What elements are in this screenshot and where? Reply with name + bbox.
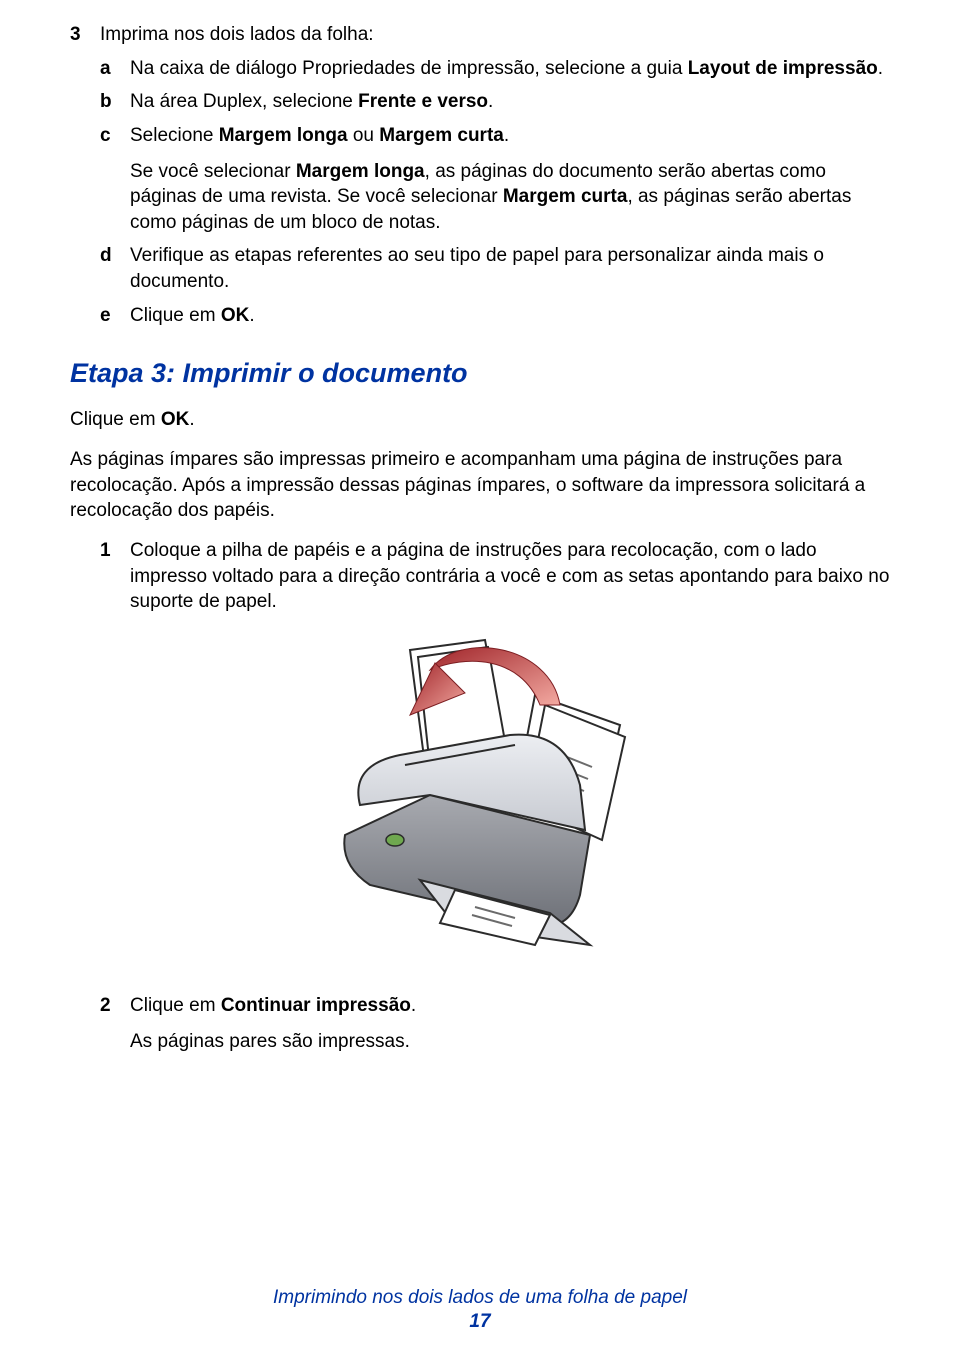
etapa3-p1-bold: OK [161, 409, 190, 430]
etapa3-p2: As páginas ímpares são impressas primeir… [70, 447, 890, 524]
step-3a-marker: a [100, 56, 130, 82]
step-3c-l1-prefix: Selecione [130, 125, 219, 146]
etapa3-item1-marker: 1 [100, 538, 130, 564]
step-3c-text: Selecione Margem longa ou Margem curta. … [130, 123, 890, 236]
step-3c-l1-mid: ou [348, 125, 380, 146]
etapa3-item1-text: Coloque a pilha de papéis e a página de … [130, 538, 890, 615]
step-3-marker: 3 [70, 22, 100, 48]
step-3c-marker: c [100, 123, 130, 149]
step-3c: c Selecione Margem longa ou Margem curta… [100, 123, 890, 236]
step-3-sublist: a Na caixa de diálogo Propriedades de im… [70, 56, 890, 329]
step-3b-bold: Frente e verso [358, 91, 488, 112]
etapa3-p1: Clique em OK. [70, 407, 890, 433]
step-3b-marker: b [100, 89, 130, 115]
step-3b-suffix: . [488, 91, 493, 112]
step-3b-prefix: Na área Duplex, selecione [130, 91, 358, 112]
page-footer: Imprimindo nos dois lados de uma folha d… [0, 1287, 960, 1333]
footer-page-number: 17 [0, 1311, 960, 1333]
step-3c-line1: Selecione Margem longa ou Margem curta. [130, 123, 890, 149]
step-3c-l1-bold2: Margem curta [379, 125, 504, 146]
step-3-text: Imprima nos dois lados da folha: [100, 22, 890, 48]
step-3e-marker: e [100, 303, 130, 329]
etapa3-p1-suffix: . [189, 409, 194, 430]
etapa3-item2: 2 Clique em Continuar impressão. As pági… [70, 993, 890, 1054]
step-3e-prefix: Clique em [130, 305, 221, 326]
step-3d: d Verifique as etapas referentes ao seu … [100, 243, 890, 294]
step-3a-prefix: Na caixa de diálogo Propriedades de impr… [130, 58, 688, 79]
etapa3-item2-l1-bold: Continuar impressão [221, 995, 411, 1016]
step-3c-para2: Se você selecionar Margem longa, as pági… [130, 159, 890, 236]
step-3a: a Na caixa de diálogo Propriedades de im… [100, 56, 890, 82]
step-3d-marker: d [100, 243, 130, 269]
etapa3-item1: 1 Coloque a pilha de papéis e a página d… [70, 538, 890, 615]
step-3a-text: Na caixa de diálogo Propriedades de impr… [130, 56, 890, 82]
step-3e-suffix: . [249, 305, 254, 326]
step-3e-text: Clique em OK. [130, 303, 890, 329]
document-page: 3 Imprima nos dois lados da folha: a Na … [0, 0, 960, 1361]
step-3c-l1-suffix: . [504, 125, 509, 146]
step-3c-l1-bold1: Margem longa [219, 125, 348, 146]
step-3a-bold: Layout de impressão [688, 58, 878, 79]
printer-illustration [70, 635, 890, 965]
footer-title: Imprimindo nos dois lados de uma folha d… [0, 1287, 960, 1309]
etapa3-item2-body: Clique em Continuar impressão. As página… [130, 993, 890, 1054]
step-3b: b Na área Duplex, selecione Frente e ver… [100, 89, 890, 115]
etapa3-heading: Etapa 3: Imprimir o documento [70, 358, 890, 389]
step-3: 3 Imprima nos dois lados da folha: [70, 22, 890, 48]
step-3b-text: Na área Duplex, selecione Frente e verso… [130, 89, 890, 115]
etapa3-p1-prefix: Clique em [70, 409, 161, 430]
printer-svg [290, 635, 670, 965]
step-3e: e Clique em OK. [100, 303, 890, 329]
etapa3-item2-marker: 2 [100, 993, 130, 1019]
step-3a-suffix: . [878, 58, 883, 79]
etapa3-item2-l1-prefix: Clique em [130, 995, 221, 1016]
etapa3-item2-l1-suffix: . [411, 995, 416, 1016]
step-3c-p2-prefix: Se você selecionar [130, 161, 296, 182]
step-3c-p2-bold2: Margem curta [503, 186, 628, 207]
etapa3-item2-line2: As páginas pares são impressas. [130, 1029, 890, 1055]
etapa3-item2-line1: Clique em Continuar impressão. [130, 993, 890, 1019]
step-3d-text: Verifique as etapas referentes ao seu ti… [130, 243, 890, 294]
step-3c-p2-bold1: Margem longa [296, 161, 425, 182]
step-3e-bold: OK [221, 305, 250, 326]
